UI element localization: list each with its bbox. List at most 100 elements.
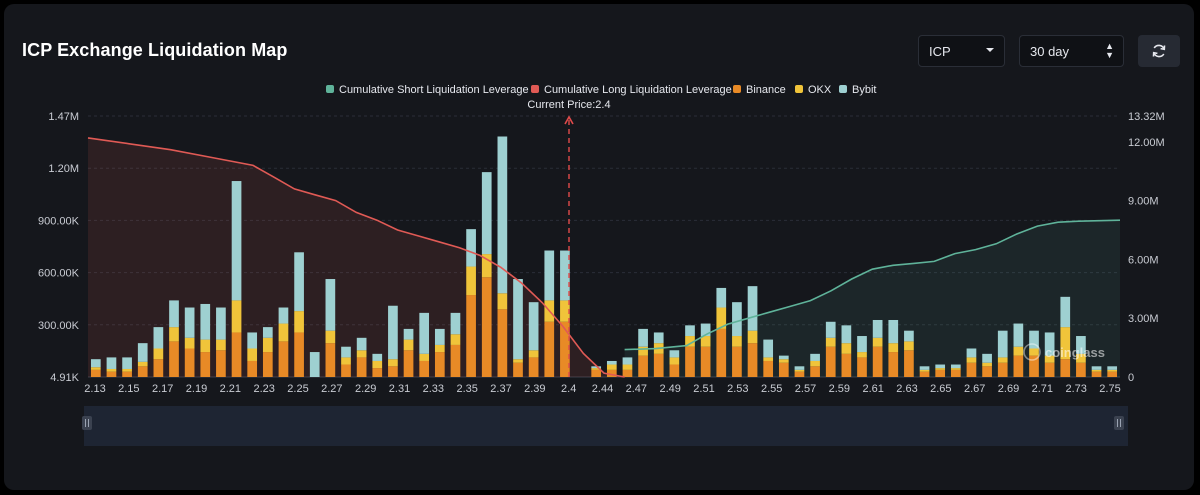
bar-binance [935, 369, 946, 377]
bar-bybit [372, 353, 383, 361]
watermark-text: coinglass [1045, 345, 1105, 360]
bar-binance [450, 344, 461, 377]
bar-okx [1029, 348, 1039, 356]
bar-binance [1060, 359, 1071, 377]
bar-okx [982, 362, 992, 367]
bar-okx [231, 300, 242, 333]
right-tick-label: 13.32M [1128, 111, 1165, 123]
bar-okx [200, 339, 211, 353]
bar-bybit [1060, 296, 1071, 328]
bar-bybit [685, 325, 695, 337]
bar-bybit [622, 357, 633, 365]
bar-binance [1107, 371, 1118, 377]
legend-label: Binance [746, 84, 786, 96]
bar-binance [388, 366, 398, 377]
bar-binance [122, 371, 132, 377]
bar-bybit [1091, 366, 1102, 370]
current-price-label: Current Price:2.4 [527, 99, 610, 111]
x-tick-label: 2.47 [626, 383, 647, 395]
short-line [624, 219, 1121, 351]
bar-bybit [294, 252, 304, 312]
coin-select[interactable]: ICP [918, 35, 1005, 67]
x-tick-label: 2.53 [727, 383, 748, 395]
grid-lines [88, 115, 1120, 378]
bar-binance [294, 332, 304, 377]
bar-okx [669, 357, 680, 365]
x-tick-label: 2.67 [964, 383, 985, 395]
bar-bybit [1107, 366, 1118, 370]
bar-okx [794, 369, 805, 372]
bar-binance [997, 362, 1008, 377]
x-tick-label: 2.44 [592, 383, 613, 395]
x-tick-label: 2.27 [321, 383, 342, 395]
bar-binance [794, 371, 805, 377]
bar-bybit [247, 332, 258, 349]
legend-item-short[interactable]: Cumulative Short Liquidation Leverage [326, 84, 529, 96]
x-tick-label: 2.21 [220, 383, 241, 395]
bar-binance [606, 369, 617, 377]
x-tick-label: 2.33 [423, 383, 444, 395]
bar-bybit [904, 330, 914, 342]
bar-okx [810, 360, 820, 367]
watermark: coinglass [1023, 343, 1105, 361]
legend-item-bybit[interactable]: Bybit [839, 84, 876, 96]
bar-okx [388, 359, 398, 367]
bar-okx [1076, 353, 1086, 363]
page-title: ICP Exchange Liquidation Map [22, 40, 288, 60]
bar-okx [904, 341, 914, 351]
bar-okx [778, 359, 789, 363]
slider-handle-right[interactable] [1114, 416, 1124, 430]
x-tick-label: 2.51 [693, 383, 714, 395]
bar-binance [325, 343, 336, 377]
bar-bybit [184, 307, 195, 338]
bar-bybit [122, 357, 132, 369]
bar-bybit [935, 364, 946, 369]
x-tick-label: 2.39 [524, 383, 545, 395]
coin-select-value: ICP [929, 44, 951, 59]
legend-item-long[interactable]: Cumulative Long Liquidation Leverage [531, 84, 732, 96]
bar-okx [434, 344, 445, 353]
axis-labels: 1.47M 1.20M 900.00K 600.00K 300.00K 4.91K 13.3… [38, 111, 1165, 395]
bar-binance [716, 328, 727, 377]
long-area [88, 137, 625, 377]
bar-bybit [231, 181, 242, 301]
x-tick-label: 2.17 [152, 383, 173, 395]
bar-bybit [919, 366, 930, 370]
bar-bybit [982, 353, 992, 363]
bar-binance [966, 362, 977, 377]
bar-binance [137, 366, 148, 377]
legend-item-binance[interactable]: Binance [733, 84, 786, 96]
bar-binance [638, 355, 648, 377]
bar-bybit [763, 339, 774, 358]
bar-binance [481, 277, 492, 377]
bar-binance [403, 350, 414, 377]
bar-okx [216, 339, 226, 351]
slider-handle-left[interactable] [82, 416, 92, 430]
bar-okx [622, 364, 633, 370]
bar-bybit [966, 348, 977, 358]
range-select-value: 30 day [1030, 44, 1070, 59]
x-tick-label: 2.69 [998, 383, 1019, 395]
bar-okx [560, 300, 570, 322]
bar-bybit [341, 346, 351, 358]
bar-okx [872, 337, 883, 347]
bar-bybit [1044, 332, 1055, 356]
left-tick-label: 1.47M [48, 111, 79, 123]
bar-bybit [450, 312, 461, 335]
bar-okx [513, 359, 523, 363]
legend-label: Cumulative Long Liquidation Leverage [544, 84, 732, 96]
bar-okx [1060, 327, 1071, 360]
bar-binance [888, 352, 899, 377]
refresh-button[interactable] [1138, 35, 1180, 67]
range-select[interactable]: 30 day ▲ ▼ [1019, 35, 1124, 67]
bar-bybit [481, 172, 492, 255]
x-tick-label: 2.29 [355, 383, 376, 395]
bar-binance [1091, 371, 1102, 377]
bar-okx [372, 360, 383, 369]
range-slider[interactable] [84, 406, 1128, 446]
legend-item-okx[interactable]: OKX [795, 84, 831, 96]
bar-okx [747, 330, 758, 344]
bar-okx [606, 364, 617, 370]
bar-binance [169, 341, 179, 377]
